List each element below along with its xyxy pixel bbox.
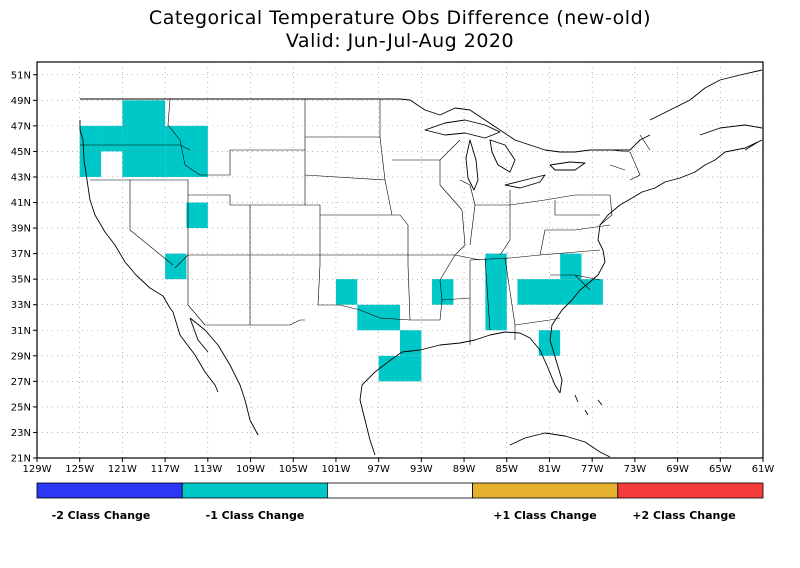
x-tick-label: 121W — [108, 464, 137, 475]
x-tick-label: 129W — [23, 464, 52, 475]
y-tick-label: 23N — [11, 428, 31, 439]
us-gulf-coast — [361, 331, 561, 394]
x-tick-label: 81W — [538, 464, 561, 475]
legend-label: -1 Class Change — [206, 509, 305, 522]
x-tick-label: 117W — [151, 464, 180, 475]
chart-title: Categorical Temperature Obs Difference (… — [148, 7, 652, 29]
baja-coast — [172, 311, 219, 393]
y-tick-label: 49N — [11, 96, 31, 107]
lake-huron — [489, 139, 516, 173]
cell-minus1 — [101, 125, 123, 152]
difference-cells — [79, 100, 603, 382]
x-tick-label: 97W — [367, 464, 390, 475]
y-tick-label: 21N — [11, 454, 31, 465]
x-tick-label: 77W — [581, 464, 604, 475]
y-tick-label: 25N — [11, 402, 31, 413]
atlantic-coast — [549, 139, 763, 394]
pacific-coast — [79, 120, 174, 313]
x-tick-label: 109W — [236, 464, 265, 475]
y-tick-label: 43N — [11, 172, 31, 183]
x-tick-label: 65W — [709, 464, 732, 475]
cell-minus1 — [400, 330, 422, 356]
x-tick-label: 85W — [495, 464, 518, 475]
color-legend: -2 Class Change -1 Class Change +1 Class C… — [36, 482, 764, 522]
y-tick-label: 45N — [11, 147, 31, 158]
chart-subtitle: Valid: Jun-Jul-Aug 2020 — [285, 30, 515, 52]
legend-swatch — [181, 482, 328, 499]
x-tick-label: 125W — [65, 464, 94, 475]
legend-swatch — [326, 482, 473, 499]
legend-swatch — [472, 482, 619, 499]
x-tick-label: 105W — [279, 464, 308, 475]
cell-minus1 — [517, 279, 582, 305]
y-tick-label: 29N — [11, 351, 31, 362]
legend-label: +2 Class Change — [632, 509, 735, 522]
legend-label: -2 Class Change — [52, 509, 151, 522]
y-tick-label: 35N — [11, 275, 31, 286]
lake-ontario — [549, 161, 586, 171]
y-tick-label: 27N — [11, 377, 31, 388]
bahamas — [574, 394, 603, 416]
canada-coast-ne — [649, 69, 763, 151]
lake-superior — [424, 119, 501, 139]
lake-erie — [504, 174, 546, 189]
us-map-outline — [79, 69, 763, 458]
lake-michigan — [465, 139, 479, 191]
x-tick-label: 89W — [453, 464, 476, 475]
y-tick-label: 39N — [11, 224, 31, 235]
mexico-gulf-coast — [359, 384, 376, 456]
x-tick-label: 69W — [666, 464, 689, 475]
y-tick-label: 51N — [11, 70, 31, 81]
state-boundaries — [80, 98, 651, 345]
map-frame — [36, 61, 764, 459]
y-tick-label: 47N — [11, 121, 31, 132]
y-tick-label: 31N — [11, 326, 31, 337]
y-tick-label: 33N — [11, 300, 31, 311]
y-tick-label: 37N — [11, 249, 31, 260]
cell-minus1 — [122, 100, 166, 177]
canada-border — [80, 98, 651, 153]
x-tick-label: 101W — [321, 464, 350, 475]
cell-minus1 — [165, 253, 187, 280]
x-tick-label: 61W — [752, 464, 775, 475]
mexico-west-coast — [189, 317, 259, 436]
legend-swatch — [617, 482, 764, 499]
cell-minus1 — [581, 279, 603, 305]
cell-minus1 — [335, 279, 358, 305]
legend-swatch — [36, 482, 183, 499]
cell-minus1 — [485, 253, 507, 331]
cell-minus1 — [165, 125, 208, 177]
legend-label: +1 Class Change — [493, 509, 596, 522]
cuba — [509, 432, 611, 458]
x-tick-label: 113W — [193, 464, 222, 475]
cell-minus1 — [560, 253, 582, 280]
cell-minus1 — [186, 202, 208, 229]
cell-minus1 — [538, 330, 561, 356]
x-tick-label: 73W — [624, 464, 647, 475]
x-tick-label: 93W — [410, 464, 433, 475]
y-tick-label: 41N — [11, 198, 31, 209]
axis-ticks: 129W 125W 121W 117W 113W 109W 105W 101W 97W 93W 89… — [11, 70, 775, 475]
cell-minus1 — [378, 355, 422, 382]
cell-minus1 — [432, 279, 454, 305]
